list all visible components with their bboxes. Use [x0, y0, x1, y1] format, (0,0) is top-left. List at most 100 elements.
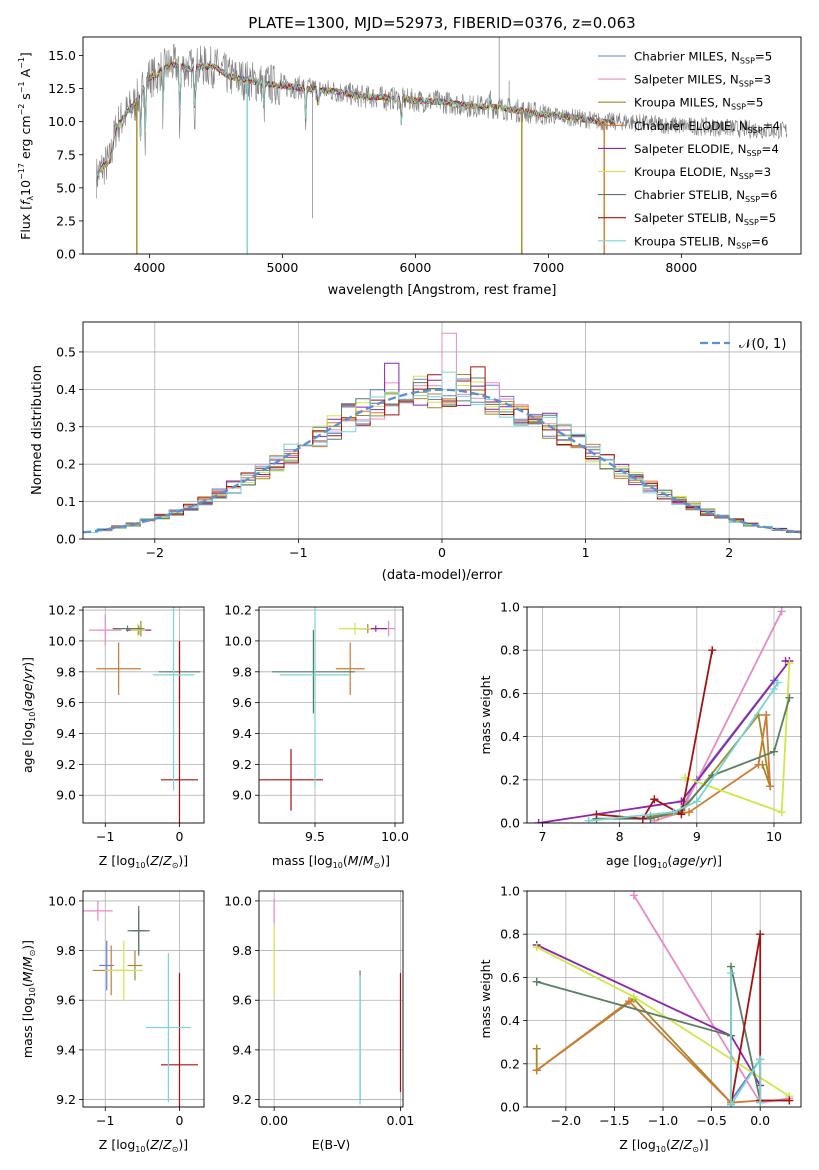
y-tick-label: 0.5: [56, 344, 76, 359]
panel-mass_vs_EBV: 0.00 0.01 9.2 9.4 9.6 9.8 10.0 E(B-V): [224, 890, 415, 1152]
legend-label: Salpeter ELODIE, NSSP=4: [634, 142, 779, 158]
panel-mass_vs_Z: −1 0 9.2 9.4 9.6 9.8 10.0 Z [log10(Z/Z⊙)] mass […: [20, 890, 205, 1154]
x-tick-label: 8000: [665, 260, 697, 275]
weight-marker: [769, 685, 778, 694]
model-spectrum: [95, 62, 615, 181]
weight-line: [536, 1000, 761, 1104]
weight-marker: [646, 814, 655, 823]
weight-marker: [785, 693, 794, 702]
weight-marker: [532, 943, 541, 952]
normal-curve: [83, 388, 801, 534]
weight-marker: [785, 659, 794, 668]
x-tick-label: 7000: [532, 260, 564, 275]
plot-area: [95, 37, 788, 254]
axes-frame: [258, 890, 404, 1108]
y-tick-label: 10.0: [48, 114, 76, 129]
y-tick-label: 0.0: [56, 532, 76, 547]
y-tick-label: 0.6: [500, 686, 520, 701]
x-tick-label: 0.00: [260, 1113, 288, 1128]
weight-marker: [756, 1098, 765, 1107]
y-tick-label: 9.2: [232, 1092, 252, 1107]
y-tick-label: 0.8: [500, 643, 520, 658]
x-tick-label: 10.0: [381, 829, 409, 844]
y-tick-label: 9.6: [56, 695, 76, 710]
x-axis-label: E(B-V): [312, 1137, 351, 1152]
weight-marker: [773, 678, 782, 687]
axes-frame: [82, 606, 205, 824]
x-axis-label: Z [log10(Z/Z⊙)]: [619, 1137, 708, 1154]
legend-label: Chabrier STELIB, NSSP=6: [634, 188, 777, 204]
weight-marker: [629, 891, 638, 900]
legend-label: Chabrier ELODIE, NSSP=4: [634, 119, 780, 135]
y-tick-label: 0.2: [500, 1056, 520, 1071]
weight-marker: [777, 607, 786, 616]
weight-marker: [532, 1066, 541, 1075]
plot-area: [88, 607, 201, 823]
axes-frame: [526, 606, 802, 824]
x-tick-label: 0: [176, 1113, 184, 1128]
panel-age_vs_Z: −1 0 9.0 9.2 9.4 9.6 9.8 10.0 10.2 Z [log10(Z/Z⊙)…: [20, 603, 205, 870]
y-tick-label: 10.0: [224, 633, 252, 648]
y-tick-label: 0.4: [500, 1013, 520, 1028]
y-tick-label: 0.0: [500, 816, 520, 831]
model-spectrum: [95, 61, 615, 181]
weight-marker: [762, 711, 771, 719]
y-tick-label: 0.2: [500, 772, 520, 787]
y-tick-label: 1.0: [500, 884, 520, 899]
observed-spectrum: [96, 43, 788, 199]
panel-age_vs_mass: 9.5 10.0 9.0 9.2 9.4 9.6 9.8 10.0 10.2 mass [log1…: [224, 603, 409, 870]
weight-marker: [650, 795, 659, 804]
weight-marker: [754, 760, 763, 769]
y-tick-label: 10.2: [224, 603, 252, 618]
model-spectrum: [95, 61, 615, 181]
weight-marker: [727, 969, 736, 978]
plot-area: [534, 607, 794, 823]
y-tick-label: 0.0: [56, 247, 76, 262]
y-tick-label: 0.4: [500, 729, 520, 744]
weight-line: [730, 934, 790, 1105]
legend-label: Salpeter MILES, NSSP=3: [634, 73, 771, 89]
plot-area: [273, 898, 402, 1105]
weight-marker: [584, 816, 593, 823]
y-tick-label: 9.6: [232, 993, 252, 1008]
model-spectrum: [95, 61, 615, 181]
weight-marker: [692, 797, 701, 806]
y-tick-label: 9.0: [56, 788, 76, 803]
y-tick-label: 9.2: [232, 757, 252, 772]
y-tick-label: 0.0: [500, 1100, 520, 1115]
x-tick-label: 10: [766, 829, 782, 844]
weight-marker: [532, 1044, 541, 1053]
x-axis-label: age [log10(age/yr)]: [606, 853, 722, 870]
x-axis-label: Z [log10(Z/Z⊙)]: [99, 853, 188, 870]
y-tick-label: 0.1: [56, 494, 76, 509]
weight-marker: [708, 646, 717, 655]
weight-marker: [727, 1100, 736, 1107]
y-tick-label: 9.2: [56, 1092, 76, 1107]
model-spectrum: [95, 61, 615, 181]
y-tick-label: 9.4: [56, 1042, 76, 1057]
weight-line: [596, 650, 714, 820]
axes-frame: [82, 890, 205, 1108]
plot-area: [532, 891, 794, 1107]
weight-marker: [769, 747, 778, 756]
x-axis-label: Z [log10(Z/Z⊙)]: [99, 1137, 188, 1154]
x-tick-label: −0.5: [696, 1113, 726, 1128]
y-tick-label: 9.8: [56, 664, 76, 679]
weight-line: [730, 973, 762, 1107]
x-tick-label: −1: [289, 545, 307, 560]
axes-frame: [82, 321, 802, 540]
weight-marker: [532, 977, 541, 986]
legend-label: Salpeter STELIB, NSSP=5: [634, 211, 776, 227]
x-tick-label: 0: [438, 545, 446, 560]
weight-marker: [534, 819, 543, 823]
legend-label: Chabrier MILES, NSSP=5: [634, 50, 772, 66]
x-tick-label: 0.01: [387, 1113, 415, 1128]
y-tick-label: 0.2: [56, 457, 76, 472]
weight-marker: [677, 810, 686, 819]
y-tick-label: 10.0: [48, 633, 76, 648]
weight-marker: [756, 1055, 765, 1064]
panel-weight_vs_Z: −2.0 −1.5 −1.0 −0.5 0.0 0.0 0.2 0.4 0.6 0.8 1.0 Z […: [478, 884, 802, 1154]
model-spectrum: [95, 60, 615, 181]
legend-label: Kroupa ELODIE, NSSP=3: [634, 165, 771, 181]
